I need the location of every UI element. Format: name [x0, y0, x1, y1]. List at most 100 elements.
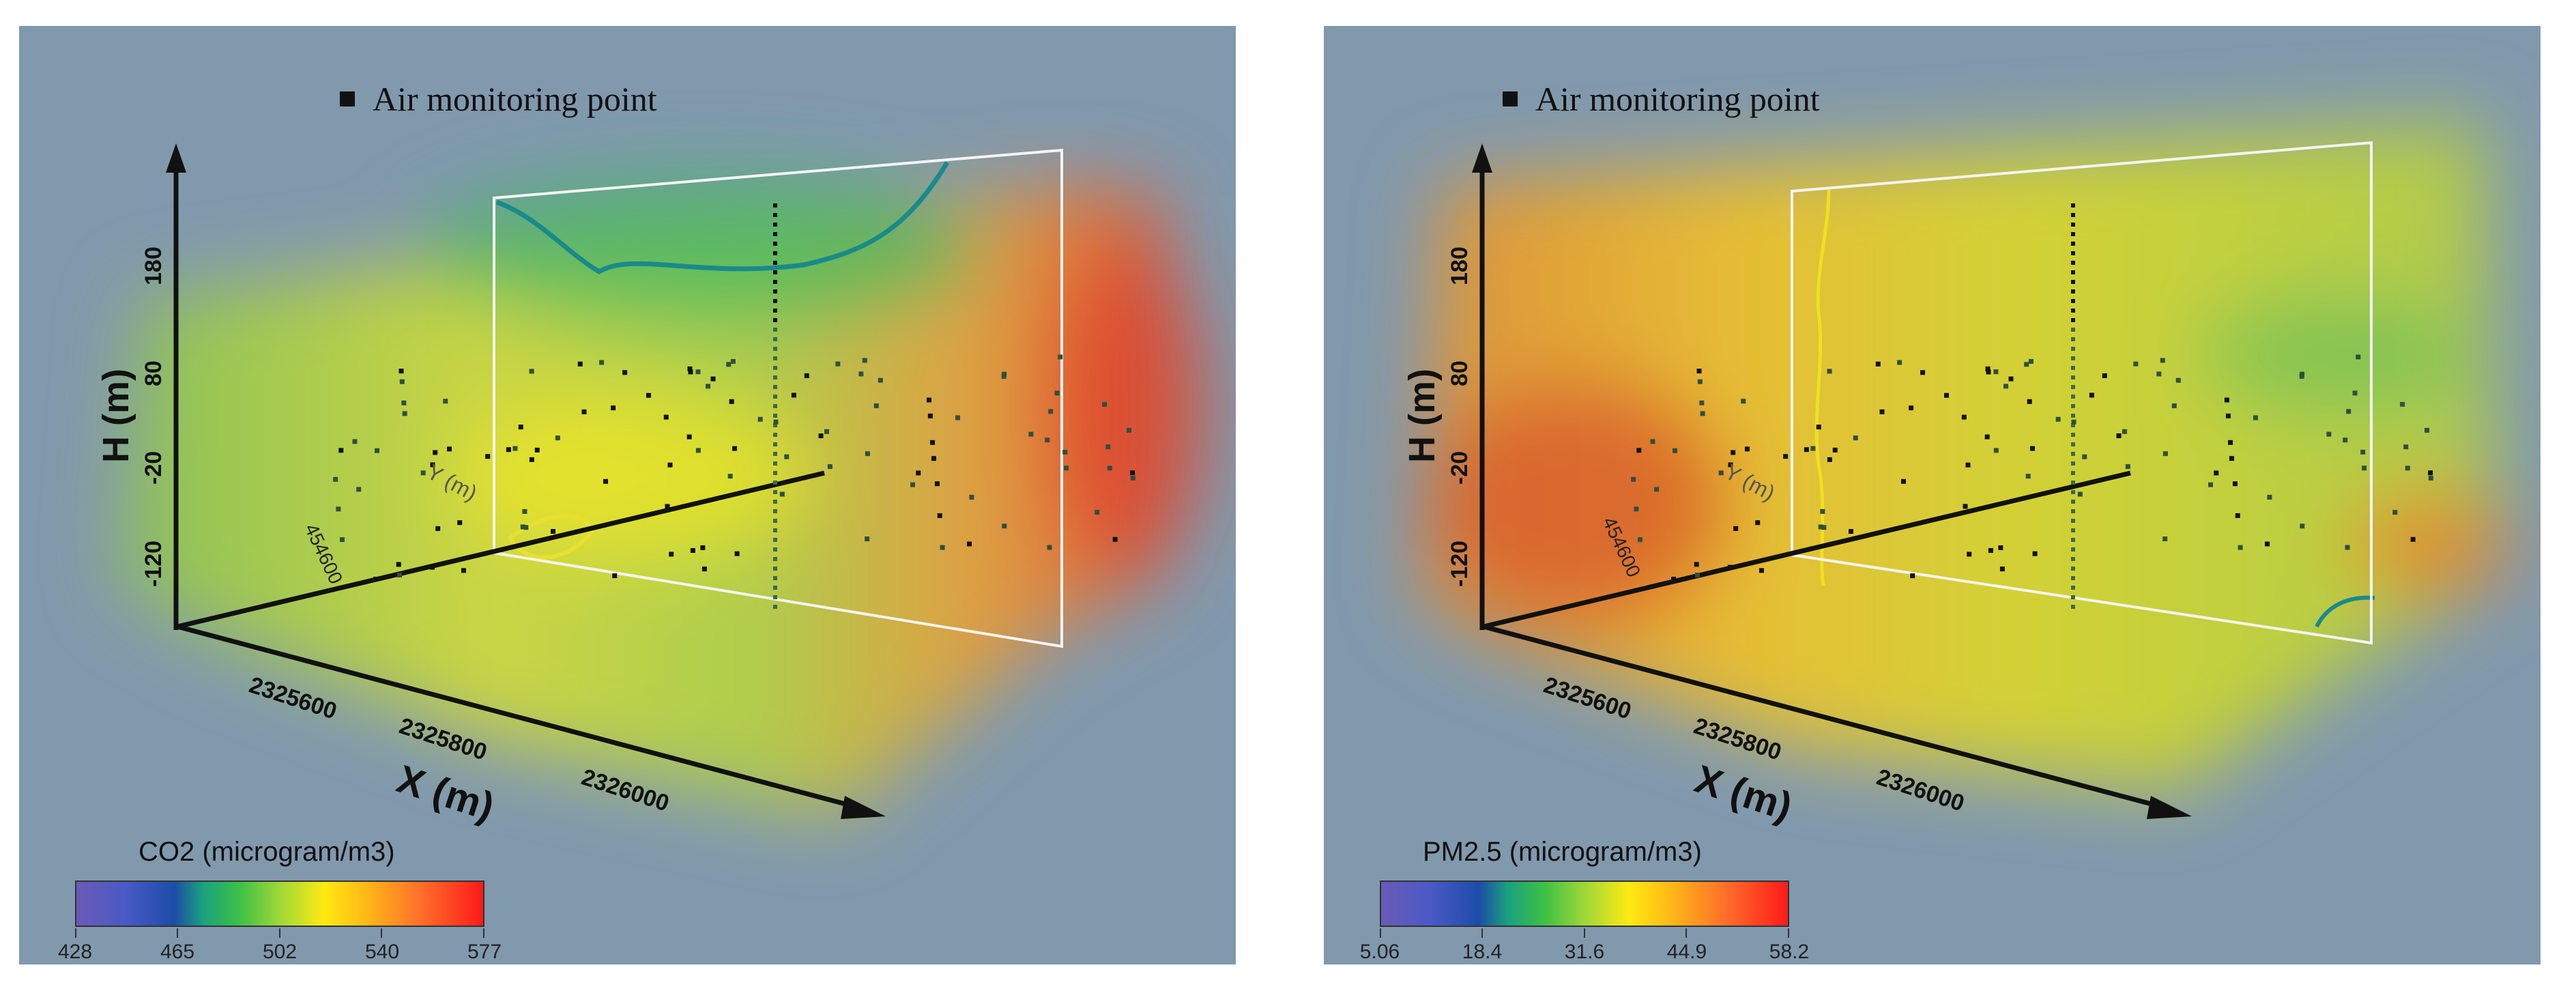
monitoring-point: [2428, 475, 2433, 481]
monitoring-point: [2156, 371, 2162, 377]
monitoring-point: [1804, 447, 1809, 453]
monitoring-point: [773, 509, 777, 513]
monitoring-point: [1731, 450, 1736, 455]
monitoring-point: [2356, 354, 2361, 360]
monitoring-point: [1107, 466, 1112, 471]
colorbar-ticks: [1380, 928, 1789, 942]
monitoring-point: [773, 328, 777, 332]
monitoring-point: [1961, 414, 1967, 420]
h-tick-label: -20: [1447, 451, 1473, 485]
monitoring-point: [1700, 411, 1705, 416]
monitoring-point: [611, 405, 616, 411]
monitoring-point: [430, 462, 435, 468]
colorbar-tick-label: 428: [57, 941, 93, 963]
monitoring-point: [1984, 434, 1990, 440]
monitoring-point: [2071, 490, 2075, 494]
monitoring-point: [1827, 457, 1832, 462]
monitoring-point: [1853, 435, 1858, 441]
monitoring-point: [2071, 404, 2075, 408]
monitoring-point: [773, 213, 777, 217]
monitoring-point: [339, 537, 345, 543]
colorbar-tick-label: 44.9: [1666, 941, 1707, 963]
monitoring-point: [435, 526, 441, 531]
monitoring-point: [1967, 552, 1972, 557]
h-tick-label: 180: [1447, 246, 1473, 285]
monitoring-point: [1001, 373, 1007, 379]
monitoring-point: [835, 361, 841, 367]
monitoring-point: [599, 360, 605, 365]
monitoring-point: [2030, 446, 2036, 451]
monitoring-point: [1718, 470, 1724, 476]
monitoring-point: [773, 366, 777, 370]
monitoring-point: [402, 411, 407, 416]
monitoring-point: [773, 223, 777, 227]
monitoring-point: [773, 242, 777, 246]
monitoring-point: [2265, 541, 2270, 547]
monitoring-point: [2003, 384, 2009, 389]
monitoring-point: [1963, 504, 1968, 509]
monitoring-point: [773, 251, 777, 255]
pm25-contour-line: [1814, 189, 1831, 586]
monitoring-point: [1130, 475, 1135, 481]
monitoring-point: [1944, 392, 1950, 398]
monitoring-point: [2071, 242, 2075, 246]
monitoring-point: [773, 433, 777, 437]
monitoring-point: [336, 506, 341, 512]
monitoring-point: [2071, 595, 2075, 599]
monitoring-point: [1986, 369, 1991, 375]
monitoring-point: [2071, 261, 2075, 265]
monitoring-point: [1064, 466, 1069, 471]
monitoring-point: [1673, 448, 1678, 453]
colorbar-tick-label: 18.4: [1462, 941, 1503, 963]
monitoring-point: [2071, 419, 2076, 425]
monitoring-point: [858, 371, 864, 377]
monitoring-point: [2071, 299, 2075, 303]
legend-marker-square: [340, 91, 355, 106]
monitoring-point: [2032, 551, 2038, 556]
monitoring-point: [2352, 390, 2358, 396]
monitoring-point: [2214, 470, 2219, 476]
monitoring-point: [1058, 354, 1063, 360]
monitoring-point: [2116, 433, 2122, 438]
monitoring-point: [773, 318, 777, 322]
monitoring-point: [529, 369, 534, 374]
colorbar-tick-label: 58.2: [1769, 941, 1810, 963]
monitoring-point: [773, 528, 777, 532]
h-axis-ticks: -120 -20 80 180: [141, 246, 167, 587]
monitoring-point: [773, 203, 777, 207]
monitoring-points: [1631, 203, 2433, 609]
colorbar-title: CO2 (microgram/m3): [139, 837, 395, 867]
monitoring-point: [710, 376, 716, 382]
monitoring-point: [1728, 462, 1733, 468]
slice-plane-outline: [493, 148, 1063, 648]
monitoring-point: [2071, 452, 2075, 456]
monitoring-point: [873, 403, 879, 409]
monitoring-point: [757, 416, 763, 422]
monitoring-point: [506, 447, 511, 453]
monitoring-point: [910, 482, 916, 487]
monitoring-point: [2326, 431, 2332, 437]
monitoring-point: [784, 454, 790, 459]
colorbar-tick-label: 5.06: [1359, 941, 1400, 963]
monitoring-point: [534, 447, 540, 453]
monitoring-point: [2071, 500, 2075, 504]
monitoring-point: [1095, 510, 1100, 515]
monitoring-point: [1048, 409, 1054, 414]
monitoring-point: [443, 399, 448, 404]
monitoring-point: [2160, 358, 2165, 363]
monitoring-point: [690, 548, 695, 554]
colorbar-tick-label: 465: [160, 941, 195, 963]
monitoring-point: [773, 414, 777, 418]
monitoring-point: [2403, 444, 2409, 450]
monitoring-point: [2071, 318, 2075, 322]
pm25-contour-line: [2315, 595, 2375, 628]
monitoring-point: [773, 356, 777, 360]
monitoring-point: [1733, 526, 1739, 531]
monitoring-point: [2024, 362, 2029, 367]
monitoring-point: [2027, 399, 2032, 404]
monitoring-point: [773, 452, 777, 456]
monitoring-point: [1636, 448, 1642, 453]
monitoring-point: [2071, 433, 2075, 437]
monitoring-point: [773, 461, 777, 466]
monitoring-point: [2008, 376, 2014, 382]
